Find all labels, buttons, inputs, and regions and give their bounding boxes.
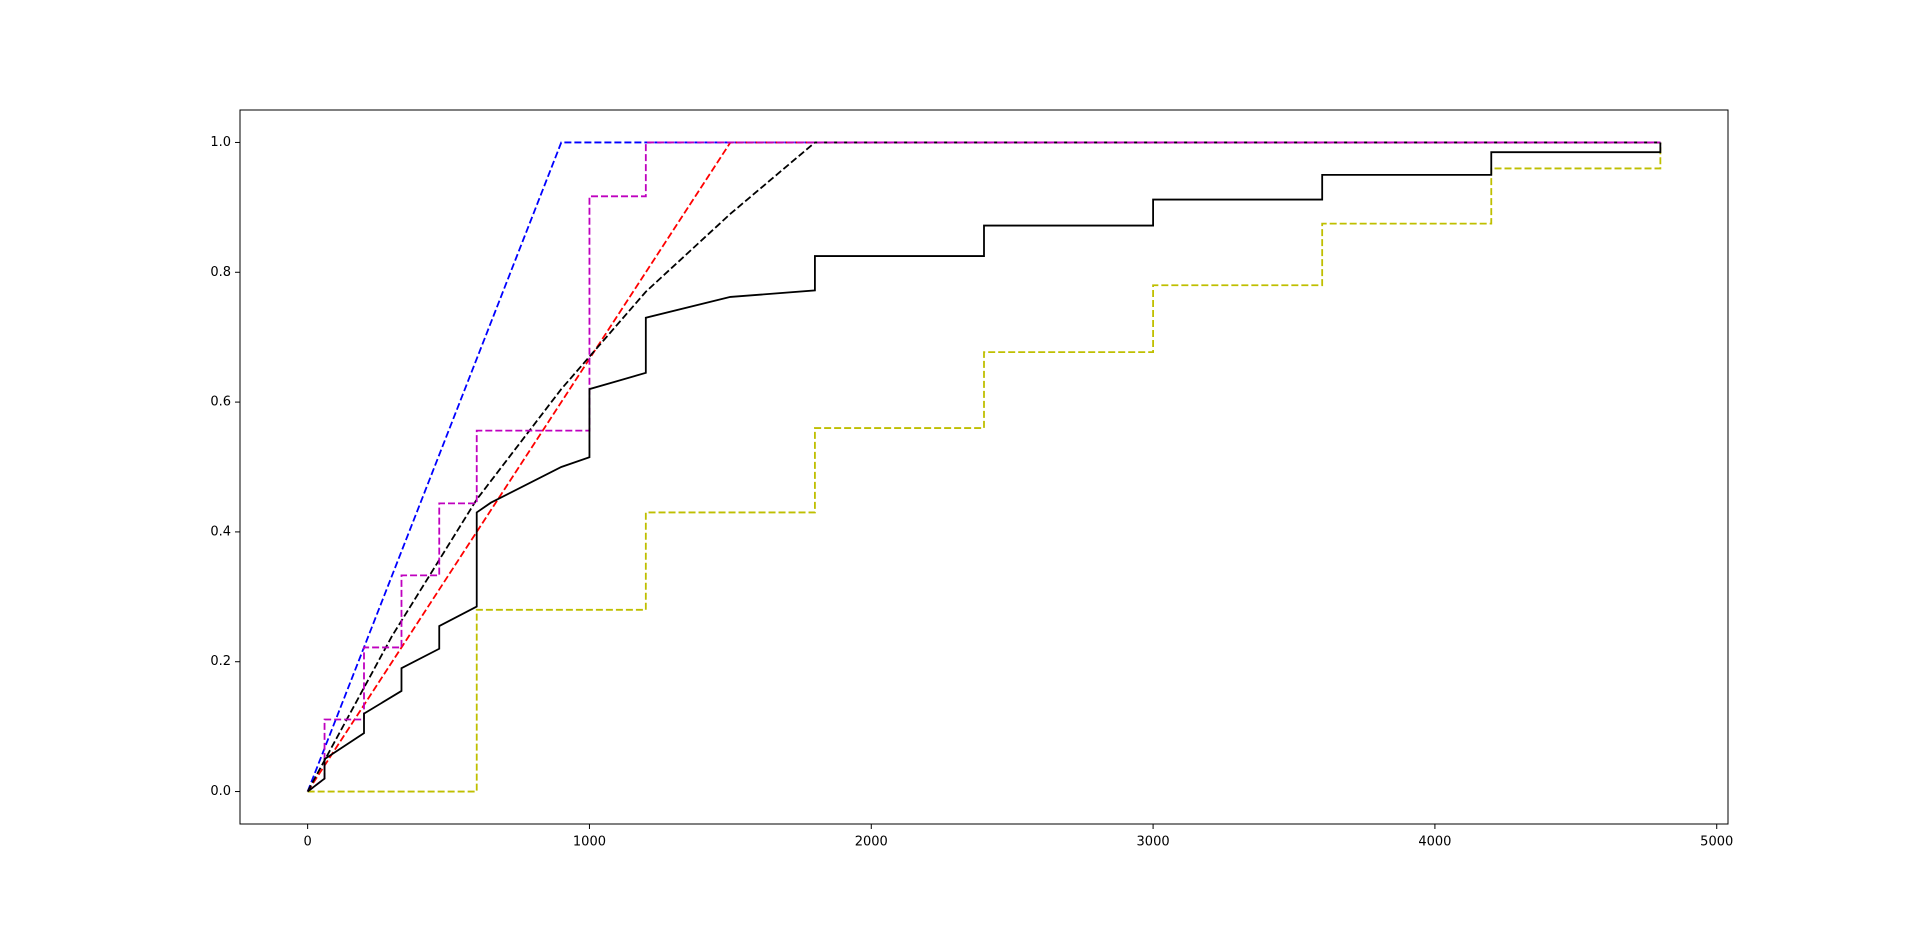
x-tick-label: 2000 [855,835,888,850]
series-line [307,141,1661,793]
y-tick-label: 0.8 [210,265,231,280]
y-tick-label: 1.0 [210,135,231,150]
y-tick-label: 0.2 [210,654,231,669]
x-tick-label: 3000 [1137,835,1170,850]
y-tick-label: 0.6 [210,395,231,410]
x-tick-label: 5000 [1700,835,1733,850]
x-tick-label: 4000 [1418,835,1451,850]
series-line [306,141,1661,792]
x-tick-label: 1000 [573,835,606,850]
plot-frame [239,109,1729,825]
series-line [306,141,1661,792]
series-line [307,142,1662,793]
y-tick-label: 0.0 [210,784,231,799]
y-tick-label: 0.4 [210,524,231,539]
series-line [307,142,1662,793]
x-tick-label: 0 [303,835,311,850]
